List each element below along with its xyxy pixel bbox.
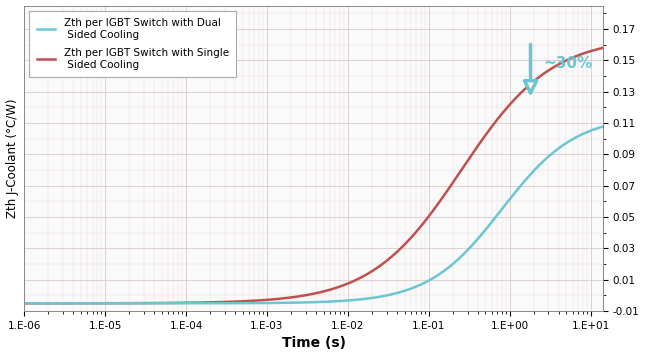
Legend: Zth per IGBT Switch with Dual
 Sided Cooling, Zth per IGBT Switch with Single
 S: Zth per IGBT Switch with Dual Sided Cool… bbox=[29, 11, 236, 77]
Zth per IGBT Switch with Single
 Sided Cooling bbox=[86, 301, 94, 305]
Zth per IGBT Switch with Dual
 Sided Cooling bbox=[526, 174, 533, 178]
Zth per IGBT Switch with Dual
 Sided Cooling bbox=[588, 128, 595, 132]
Zth per IGBT Switch with Dual
 Sided Cooling bbox=[86, 301, 94, 305]
Text: ~30%: ~30% bbox=[544, 56, 593, 71]
Zth per IGBT Switch with Dual
 Sided Cooling bbox=[121, 301, 128, 305]
Line: Zth per IGBT Switch with Single
 Sided Cooling: Zth per IGBT Switch with Single Sided Co… bbox=[24, 48, 603, 303]
Zth per IGBT Switch with Single
 Sided Cooling bbox=[526, 83, 533, 87]
Zth per IGBT Switch with Single
 Sided Cooling bbox=[267, 297, 275, 302]
Zth per IGBT Switch with Single
 Sided Cooling bbox=[599, 46, 607, 50]
Y-axis label: Zth J-Coolant (°C/W): Zth J-Coolant (°C/W) bbox=[6, 99, 19, 218]
Zth per IGBT Switch with Dual
 Sided Cooling bbox=[20, 301, 28, 305]
Zth per IGBT Switch with Single
 Sided Cooling bbox=[121, 301, 128, 305]
Zth per IGBT Switch with Single
 Sided Cooling bbox=[20, 301, 28, 305]
Zth per IGBT Switch with Single
 Sided Cooling bbox=[243, 299, 250, 303]
Zth per IGBT Switch with Dual
 Sided Cooling bbox=[267, 301, 275, 305]
X-axis label: Time (s): Time (s) bbox=[281, 336, 346, 350]
Zth per IGBT Switch with Dual
 Sided Cooling bbox=[599, 125, 607, 129]
Zth per IGBT Switch with Single
 Sided Cooling bbox=[588, 49, 595, 53]
Line: Zth per IGBT Switch with Dual
 Sided Cooling: Zth per IGBT Switch with Dual Sided Cool… bbox=[24, 127, 603, 303]
Zth per IGBT Switch with Dual
 Sided Cooling bbox=[243, 301, 250, 305]
